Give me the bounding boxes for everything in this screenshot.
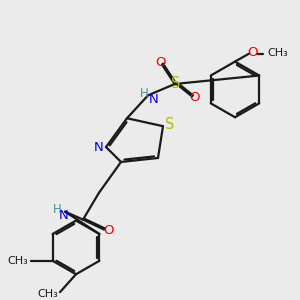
Text: N: N	[59, 209, 69, 222]
Text: O: O	[156, 56, 166, 69]
Text: S: S	[171, 76, 181, 91]
Text: N: N	[149, 93, 159, 106]
Text: H: H	[52, 203, 62, 216]
Text: S: S	[165, 117, 175, 132]
Text: O: O	[248, 46, 258, 59]
Text: CH₃: CH₃	[267, 48, 288, 58]
Text: O: O	[104, 224, 114, 237]
Text: N: N	[94, 141, 104, 154]
Text: CH₃: CH₃	[37, 289, 58, 299]
Text: O: O	[189, 91, 199, 104]
Text: CH₃: CH₃	[8, 256, 29, 266]
Text: H: H	[140, 87, 148, 100]
